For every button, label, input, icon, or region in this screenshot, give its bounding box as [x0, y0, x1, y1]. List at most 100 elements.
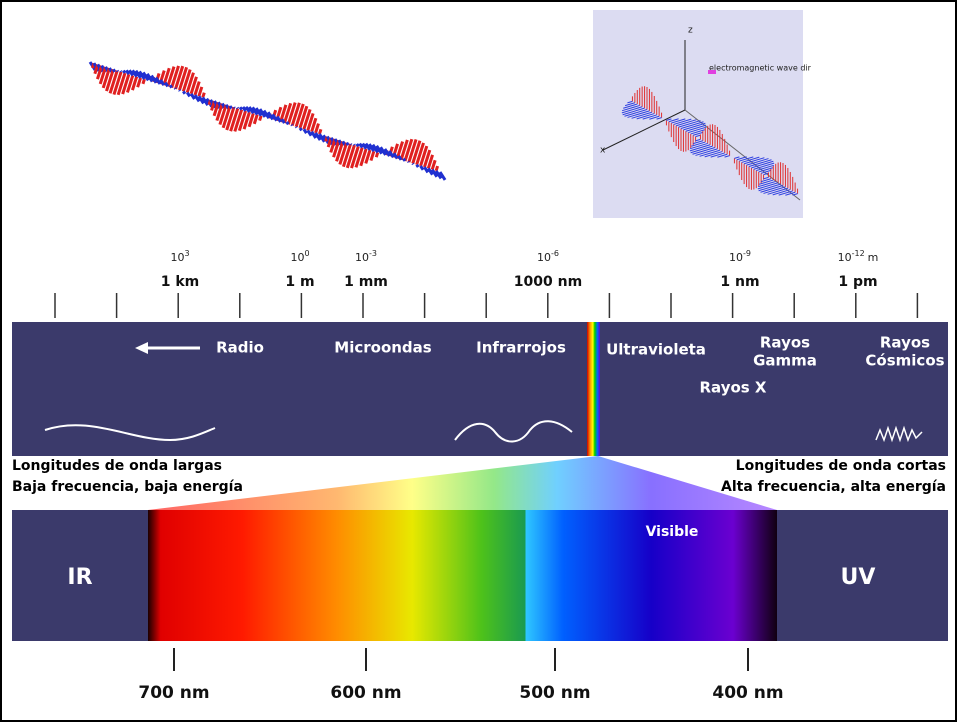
helix-arrow — [159, 79, 166, 87]
helix-arrow — [318, 128, 323, 135]
power-exponent: 0 — [304, 249, 309, 258]
power-exponent: -9 — [743, 249, 751, 258]
wave-inset: z x electromagnetic wave dir — [593, 10, 812, 218]
helix-arrow — [131, 69, 138, 78]
inset-b-field — [741, 156, 760, 163]
helix-arrow — [193, 81, 201, 96]
helix-arrow — [358, 142, 364, 149]
inset-b-field — [689, 144, 711, 152]
inset-b-field — [739, 156, 754, 162]
helix-arrow — [254, 107, 263, 117]
scale-label: 1000 nm — [514, 274, 582, 290]
power-exponent: 3 — [184, 249, 189, 258]
helix-arrow — [189, 76, 198, 95]
scale-label: 1 nm — [720, 274, 759, 290]
inset-b-field — [622, 107, 645, 116]
inset-b-field — [692, 147, 716, 155]
inset-b-field — [760, 178, 772, 183]
helix-arrow — [181, 69, 192, 92]
helix-arrow — [150, 74, 158, 84]
visible-title: Visible — [646, 524, 699, 540]
helix-arrow — [419, 145, 429, 167]
helix-arrow — [434, 165, 440, 172]
helix-arrow — [154, 76, 162, 85]
helix-arrow — [134, 69, 142, 79]
helix-arrow — [197, 86, 204, 97]
helix-arrow — [332, 139, 341, 158]
helix-arrow — [329, 138, 337, 153]
inset-waves — [621, 86, 799, 196]
helix-arrow — [105, 68, 115, 92]
visible-spectrum — [148, 510, 777, 641]
medium-wave — [454, 420, 573, 443]
helix-arrow — [232, 106, 236, 109]
wavelength-label: 500 nm — [519, 683, 590, 703]
scale-power: 10-3 — [355, 249, 377, 265]
helix-arrow — [286, 102, 297, 125]
inset-b-field — [642, 114, 657, 120]
scale-label: 1 pm — [838, 274, 877, 290]
helix-arrow — [314, 123, 320, 134]
helix-arrow — [298, 105, 309, 129]
inset-b-field — [649, 115, 660, 120]
inset-b-field — [690, 129, 705, 135]
helix-arrow — [193, 94, 201, 103]
inset-b-field — [699, 149, 721, 157]
inset-b-field — [760, 185, 784, 193]
helix-arrow — [314, 132, 322, 141]
power-base: 10 — [355, 251, 369, 264]
inset-b-field — [624, 109, 648, 117]
scale-power: 103 — [170, 249, 189, 265]
z-label: z — [688, 26, 693, 36]
inset-b-field — [792, 193, 798, 196]
inset-b-field — [763, 186, 786, 194]
helix-arrow — [290, 123, 294, 127]
helix-arrow — [244, 106, 251, 113]
visible-scale: 700 nm 600 nm 500 nm 400 nm — [138, 648, 784, 703]
band-label: Rayos — [760, 334, 810, 352]
helix-arrow — [350, 145, 360, 169]
helix-arrow — [341, 143, 352, 168]
inset-b-field — [763, 176, 769, 180]
helix-arrow — [262, 109, 271, 120]
helix-arrow — [212, 101, 220, 117]
inset-b-field — [692, 131, 704, 136]
inset-b-field — [656, 117, 662, 120]
helix-arrow — [383, 148, 391, 157]
direction-marker — [708, 70, 716, 74]
inset-b-field — [695, 134, 701, 138]
helix-arrow — [136, 77, 142, 88]
helix-arrow — [266, 111, 275, 121]
inset-b-field — [756, 164, 775, 172]
helix-arrow — [302, 108, 312, 130]
inset-b-field — [736, 156, 747, 161]
helix-arrow — [185, 72, 195, 94]
helix-arrow — [279, 104, 288, 123]
helix-arrow — [189, 92, 196, 100]
helix-arrow — [283, 102, 293, 124]
helix-arrow — [128, 69, 135, 77]
helix-arrow — [364, 142, 372, 151]
helix-arrow — [430, 168, 439, 178]
helix-arrow — [427, 167, 434, 176]
inset-b-field — [695, 148, 718, 156]
band-label: Ultravioleta — [606, 341, 706, 359]
inset-b-field — [778, 190, 793, 196]
inset-b-field — [685, 124, 707, 132]
helix-arrow — [407, 139, 418, 163]
helix-arrow — [430, 159, 437, 171]
helix-arrow — [411, 162, 415, 166]
band-label: Cósmicos — [865, 352, 944, 370]
helix-arrow — [201, 96, 209, 106]
inset-b-field — [785, 191, 796, 196]
helix-arrow — [403, 138, 414, 162]
helix-arrow — [101, 67, 111, 89]
scale-label: 1 m — [285, 274, 314, 290]
helix-arrow — [173, 87, 177, 90]
inset-b-field — [675, 119, 697, 127]
helix-arrow — [247, 112, 255, 128]
helix-arrow — [218, 104, 228, 126]
inset-b-field — [710, 152, 725, 158]
helix-arrow — [170, 65, 180, 89]
